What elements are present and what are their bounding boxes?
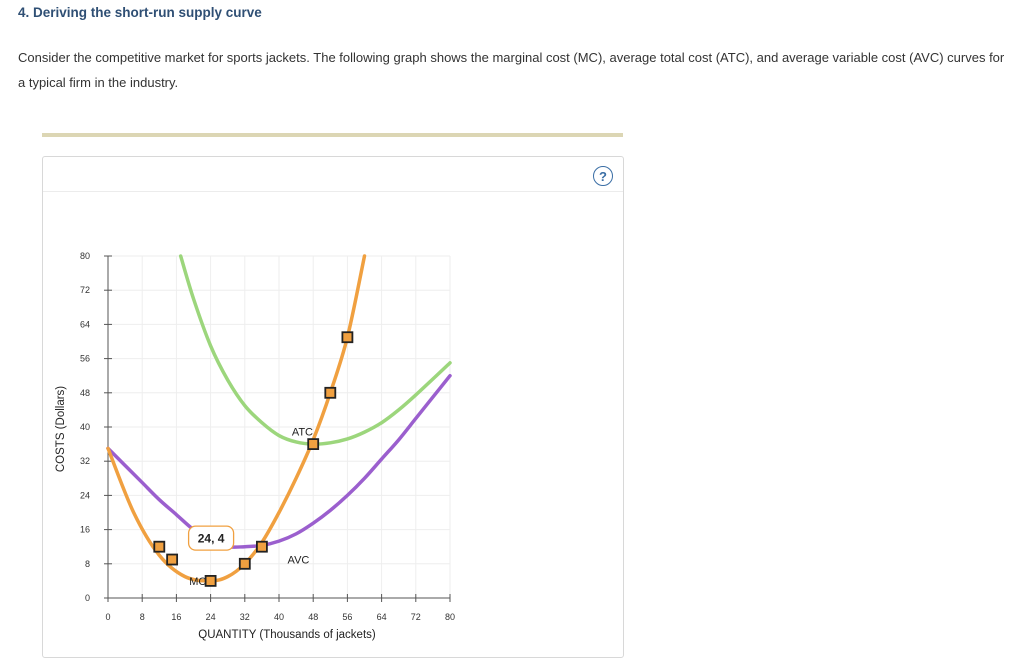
x-tick-label: 32 xyxy=(240,612,250,622)
mc-point-marker[interactable] xyxy=(307,438,320,451)
x-tick-label: 40 xyxy=(274,612,284,622)
mc-point-marker[interactable] xyxy=(166,553,179,566)
graph-panel: ? xyxy=(42,156,624,658)
curve-label-mc: MC xyxy=(189,576,206,588)
y-tick-label: 24 xyxy=(80,490,90,500)
y-tick-label: 0 xyxy=(85,593,90,603)
mc-point-marker[interactable] xyxy=(238,557,251,570)
y-tick-label: 40 xyxy=(80,422,90,432)
series-avc-curve[interactable] xyxy=(106,373,452,549)
y-tick-label: 64 xyxy=(80,319,90,329)
curve-label-avc: AVC xyxy=(288,555,310,567)
y-tick-label: 56 xyxy=(80,354,90,364)
y-tick-label: 48 xyxy=(80,388,90,398)
x-tick-label: 48 xyxy=(308,612,318,622)
mc-point-marker[interactable] xyxy=(204,575,217,587)
x-tick-label: 16 xyxy=(171,612,181,622)
series-atc-curve[interactable] xyxy=(178,254,452,446)
mc-point-marker[interactable] xyxy=(324,386,337,399)
question-prompt: Consider the competitive market for spor… xyxy=(18,50,1005,90)
mc-point-marker[interactable] xyxy=(341,331,354,344)
graph-panel-header xyxy=(43,157,623,192)
y-axis-title: COSTS (Dollars) xyxy=(55,386,67,472)
y-tick-label: 72 xyxy=(80,285,90,295)
point-tooltip-text: 24, 4 xyxy=(198,532,225,546)
x-tick-label: 80 xyxy=(445,612,455,622)
y-tick-label: 16 xyxy=(80,525,90,535)
mc-point-marker[interactable] xyxy=(255,540,268,553)
y-tick-label: 80 xyxy=(80,251,90,261)
question-heading: 4. Deriving the short-run supply curve xyxy=(18,5,262,20)
x-tick-label: 56 xyxy=(342,612,352,622)
point-tooltip xyxy=(187,525,235,551)
help-icon[interactable]: ? xyxy=(593,166,613,186)
y-tick-label: 32 xyxy=(80,456,90,466)
x-tick-label: 72 xyxy=(411,612,421,622)
x-tick-label: 64 xyxy=(377,612,387,622)
mc-point-marker[interactable] xyxy=(153,540,166,553)
x-tick-label: 24 xyxy=(206,612,216,622)
x-axis-title: QUANTITY (Thousands of jackets) xyxy=(198,629,376,641)
series-mc-curve[interactable] xyxy=(106,254,367,583)
section-divider xyxy=(42,133,623,137)
x-tick-label: 8 xyxy=(140,612,145,622)
curve-label-atc: ATC xyxy=(292,426,313,438)
x-tick-label: 0 xyxy=(105,612,110,622)
y-tick-label: 8 xyxy=(85,559,90,569)
